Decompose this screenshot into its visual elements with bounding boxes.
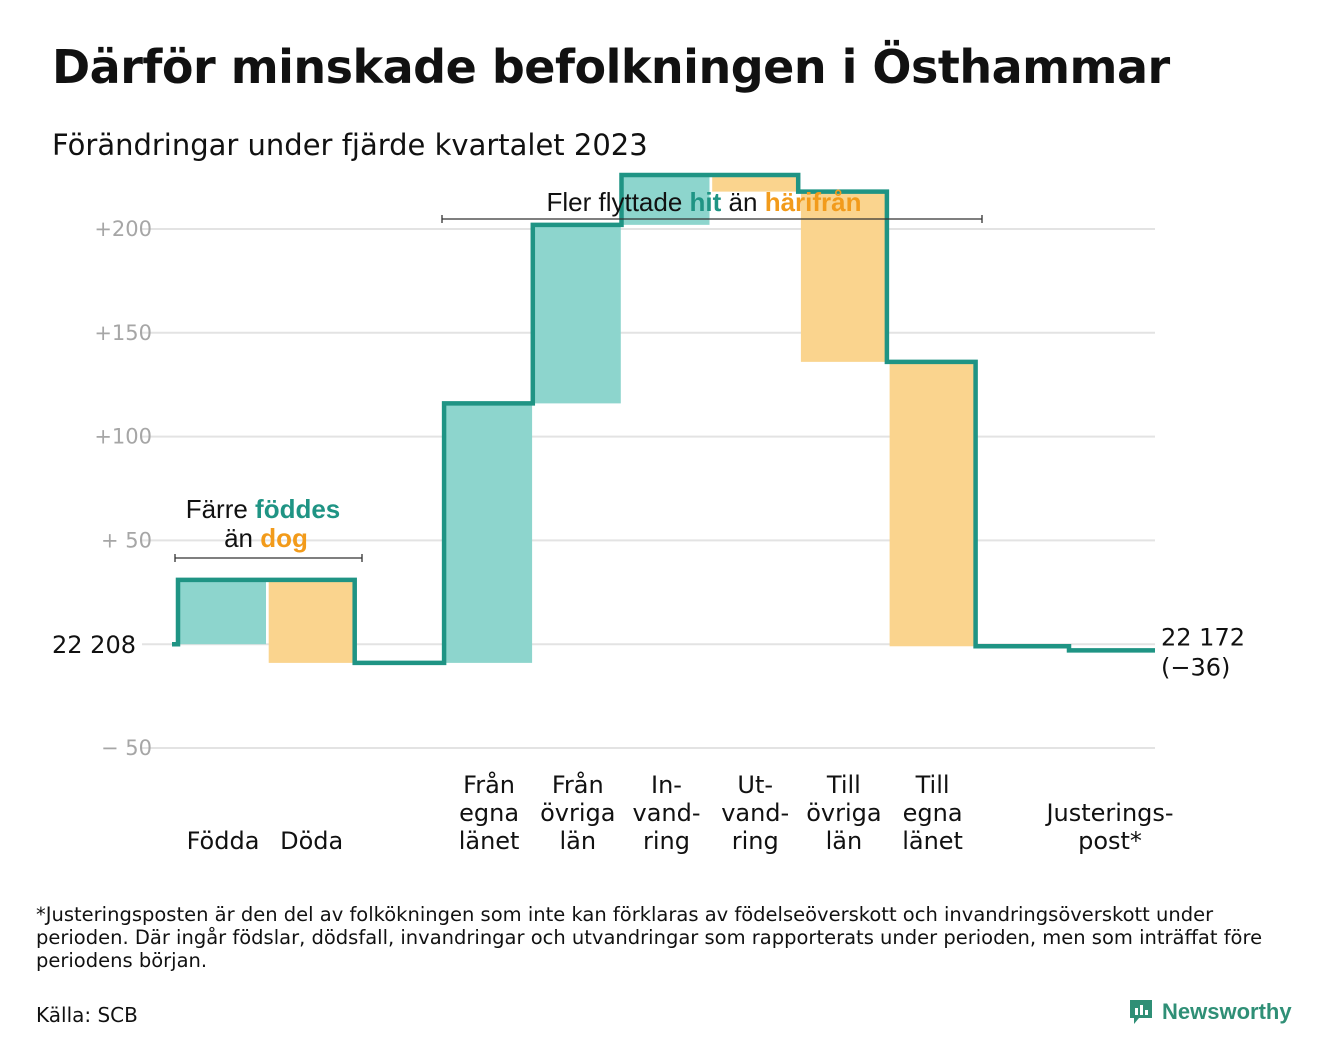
category-label: Ut- (737, 771, 773, 799)
category-label: egna (903, 799, 963, 827)
category-label: länet (902, 827, 963, 855)
category-label: Justerings- (1044, 799, 1173, 827)
waterfall-bar (446, 403, 533, 663)
footnote: *Justeringsposten är den del av folkökni… (36, 903, 1263, 972)
y-tick-label: +100 (94, 425, 152, 449)
category-label: vand- (721, 799, 789, 827)
annotation-births-deaths: Färre föddes (186, 494, 341, 524)
category-label: län (560, 827, 597, 855)
newsworthy-logo-icon (1130, 1000, 1152, 1024)
brand-logo[interactable]: Newsworthy (1128, 998, 1292, 1026)
category-label: In- (651, 771, 682, 799)
waterfall-bar (800, 191, 887, 362)
category-label: Från (552, 770, 604, 799)
category-label: länet (459, 827, 520, 855)
annotation-bracket (174, 554, 363, 562)
category-label: Till (826, 771, 861, 799)
waterfall-step-line (172, 172, 1155, 666)
annotation-migration: Fler flyttade hit än härifrån (546, 187, 861, 217)
annotation-births-deaths: än dog (224, 523, 308, 553)
category-label: län (826, 827, 863, 855)
waterfall-bar (180, 579, 266, 645)
category-label: egna (459, 799, 519, 827)
y-tick-label: +150 (94, 321, 152, 345)
category-label: vand- (632, 799, 700, 827)
chart-subtitle: Förändringar under fjärde kvartalet 2023 (52, 128, 648, 162)
category-label: post* (1078, 827, 1142, 855)
annotation-bracket (441, 215, 983, 223)
category-label: Till (915, 771, 950, 799)
category-label: ring (732, 827, 779, 855)
end-change-label: (−36) (1161, 653, 1230, 681)
category-label: övriga (540, 799, 615, 827)
y-tick-label: + 50 (101, 528, 152, 552)
source-note: Källa: SCB (36, 1003, 138, 1027)
category-label: Från (463, 770, 515, 799)
category-label: ring (643, 827, 690, 855)
brand-name: Newsworthy (1162, 999, 1292, 1024)
category-label: övriga (806, 799, 881, 827)
y-tick-label: +200 (94, 217, 152, 241)
waterfall-bar (268, 579, 355, 663)
waterfall-bar (889, 361, 976, 647)
end-value-label: 22 172 (1161, 623, 1245, 651)
category-label: Födda (187, 827, 260, 855)
waterfall-bar (534, 224, 621, 404)
waterfall-bar (712, 175, 799, 192)
chart-title: Därför minskade befolkningen i Östhammar (52, 40, 1170, 94)
y-tick-label: − 50 (101, 736, 152, 760)
waterfall-bar (623, 175, 710, 225)
waterfall-chart: +200 +150 +100 + 50 − 50 22 208 22 172(−36) Föd… (52, 172, 1245, 855)
start-value-label: 22 208 (52, 631, 136, 659)
category-label: Döda (280, 827, 343, 855)
